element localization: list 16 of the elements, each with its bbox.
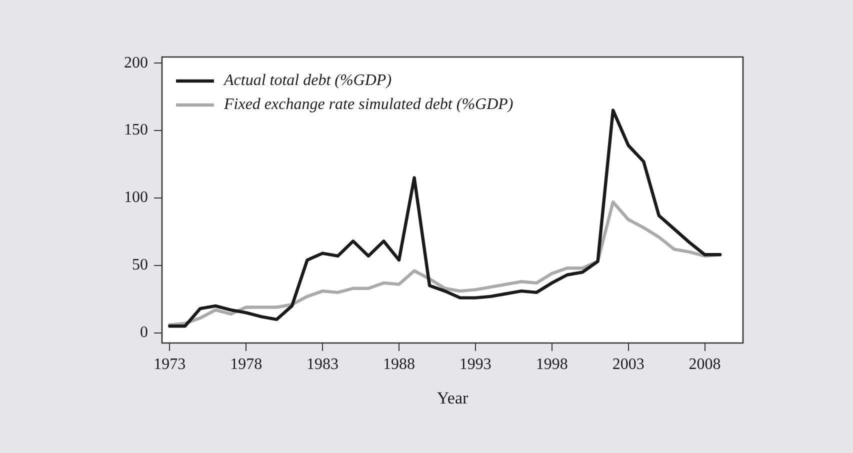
y-tick-label: 150 bbox=[124, 122, 148, 139]
y-tick-label: 50 bbox=[132, 256, 148, 274]
x-tick-label: 1978 bbox=[230, 356, 262, 373]
x-tick-label: 1988 bbox=[382, 356, 415, 373]
x-tick-label: 1983 bbox=[306, 356, 339, 373]
x-tick-label: 2003 bbox=[612, 356, 644, 373]
x-tick-label: 1973 bbox=[154, 356, 186, 373]
x-tick-label: 2008 bbox=[688, 356, 721, 373]
x-tick-label: 1998 bbox=[536, 356, 568, 373]
legend-label: Actual total debt (%GDP) bbox=[223, 72, 392, 90]
x-tick-label: 1993 bbox=[459, 356, 492, 373]
x-axis-title: Year bbox=[436, 388, 468, 408]
legend-label: Fixed exchange rate simulated debt (%GDP) bbox=[223, 96, 514, 114]
y-tick-label: 100 bbox=[124, 189, 148, 206]
y-tick-label: 200 bbox=[124, 54, 148, 72]
y-tick-label: 0 bbox=[140, 324, 148, 342]
